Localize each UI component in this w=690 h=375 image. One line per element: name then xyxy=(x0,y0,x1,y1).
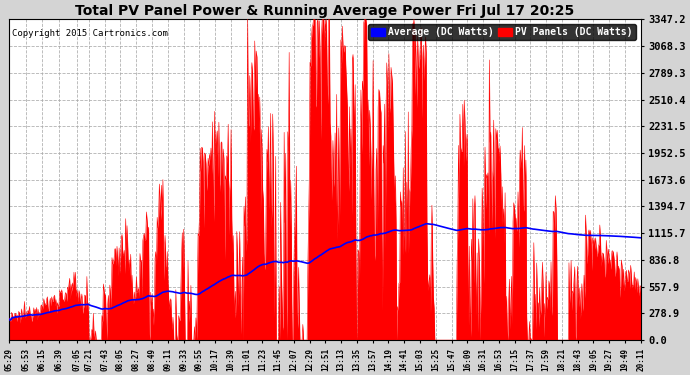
Legend: Average (DC Watts), PV Panels (DC Watts): Average (DC Watts), PV Panels (DC Watts) xyxy=(368,24,635,40)
Text: Copyright 2015 Cartronics.com: Copyright 2015 Cartronics.com xyxy=(12,29,168,38)
Title: Total PV Panel Power & Running Average Power Fri Jul 17 20:25: Total PV Panel Power & Running Average P… xyxy=(75,4,574,18)
